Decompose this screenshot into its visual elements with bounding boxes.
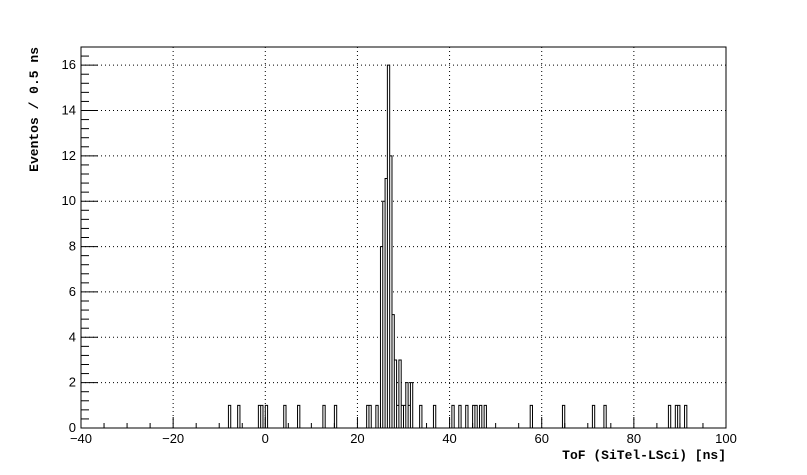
y-axis-title: Eventos / 0.5 ns xyxy=(27,47,42,172)
y-tick-label-8: 16 xyxy=(62,57,76,72)
histogram-bin-18 xyxy=(394,359,397,428)
x-tick-label-0: −40 xyxy=(70,431,92,446)
histogram-bin-10 xyxy=(368,405,372,428)
histogram-bin-7 xyxy=(322,405,326,428)
histogram-outline xyxy=(81,64,726,429)
histogram-bin-37 xyxy=(592,405,595,428)
y-tick-label-7: 14 xyxy=(62,103,76,118)
histogram-bin-39 xyxy=(668,405,671,428)
histogram-bin-23 xyxy=(405,382,409,428)
histogram-bins xyxy=(228,65,687,429)
histogram-bin-32 xyxy=(474,405,478,428)
histogram-bin-42 xyxy=(684,405,687,428)
y-tick-label-3: 6 xyxy=(69,284,76,299)
histogram-bin-27 xyxy=(433,405,436,428)
histogram-bin-11 xyxy=(375,405,379,428)
histogram-bin-40 xyxy=(675,405,678,428)
histogram-bin-33 xyxy=(479,405,482,428)
histogram-bin-3 xyxy=(260,405,263,428)
x-tick-label-7: 100 xyxy=(715,431,737,446)
histogram-bin-31 xyxy=(472,405,475,428)
y-axis-tick-labels: 0 2 4 6 8 10 12 14 16 xyxy=(62,57,76,435)
x-axis-tick-labels: −40 −20 0 20 40 60 80 100 xyxy=(70,431,737,446)
histogram-bin-34 xyxy=(484,405,487,428)
x-tick-label-6: 80 xyxy=(627,431,641,446)
histogram-bin-35 xyxy=(530,405,533,428)
histogram-bin-25 xyxy=(410,382,413,428)
histogram-bin-4 xyxy=(265,405,268,428)
x-tick-label-1: −20 xyxy=(162,431,184,446)
histogram-bin-36 xyxy=(562,405,565,428)
y-tick-label-1: 2 xyxy=(69,375,76,390)
y-tick-label-0: 0 xyxy=(69,420,76,435)
histogram-bin-12 xyxy=(380,246,383,428)
histogram-bin-30 xyxy=(465,405,468,428)
histogram-bin-24 xyxy=(408,405,411,428)
x-tick-label-4: 40 xyxy=(442,431,456,446)
histogram-bin-14 xyxy=(385,178,388,428)
histogram-bin-41 xyxy=(677,405,680,428)
x-tick-label-2: 0 xyxy=(262,431,269,446)
histogram-bin-26 xyxy=(419,405,422,428)
histogram-bin-28 xyxy=(451,405,455,428)
histogram-bin-19 xyxy=(396,405,399,428)
histogram-bin-17 xyxy=(391,314,395,428)
histogram-bin-22 xyxy=(403,405,406,428)
x-axis-title: ToF (SiTel-LSci) [ns] xyxy=(562,448,726,463)
y-tick-label-4: 8 xyxy=(69,239,76,254)
histogram-bin-29 xyxy=(458,405,462,428)
histogram-bin-1 xyxy=(237,405,240,428)
histogram-bin-38 xyxy=(603,405,607,428)
histogram-bin-5 xyxy=(283,405,287,428)
y-tick-label-6: 12 xyxy=(62,148,76,163)
y-tick-label-5: 10 xyxy=(62,193,76,208)
histogram-bin-9 xyxy=(366,405,369,428)
y-tick-label-2: 4 xyxy=(69,329,76,344)
histogram-bin-21 xyxy=(401,405,404,428)
histogram-bin-6 xyxy=(297,405,300,428)
x-tick-label-5: 60 xyxy=(534,431,548,446)
histogram-bin-15 xyxy=(387,65,390,429)
x-tick-label-3: 20 xyxy=(350,431,364,446)
histogram-bin-0 xyxy=(228,405,231,428)
histogram-bin-20 xyxy=(398,359,402,428)
y-axis-ticks xyxy=(81,46,98,429)
histogram-bin-2 xyxy=(258,405,261,428)
histogram-bin-16 xyxy=(389,155,392,428)
histogram-bin-8 xyxy=(334,405,337,428)
histogram-bin-13 xyxy=(382,201,386,428)
